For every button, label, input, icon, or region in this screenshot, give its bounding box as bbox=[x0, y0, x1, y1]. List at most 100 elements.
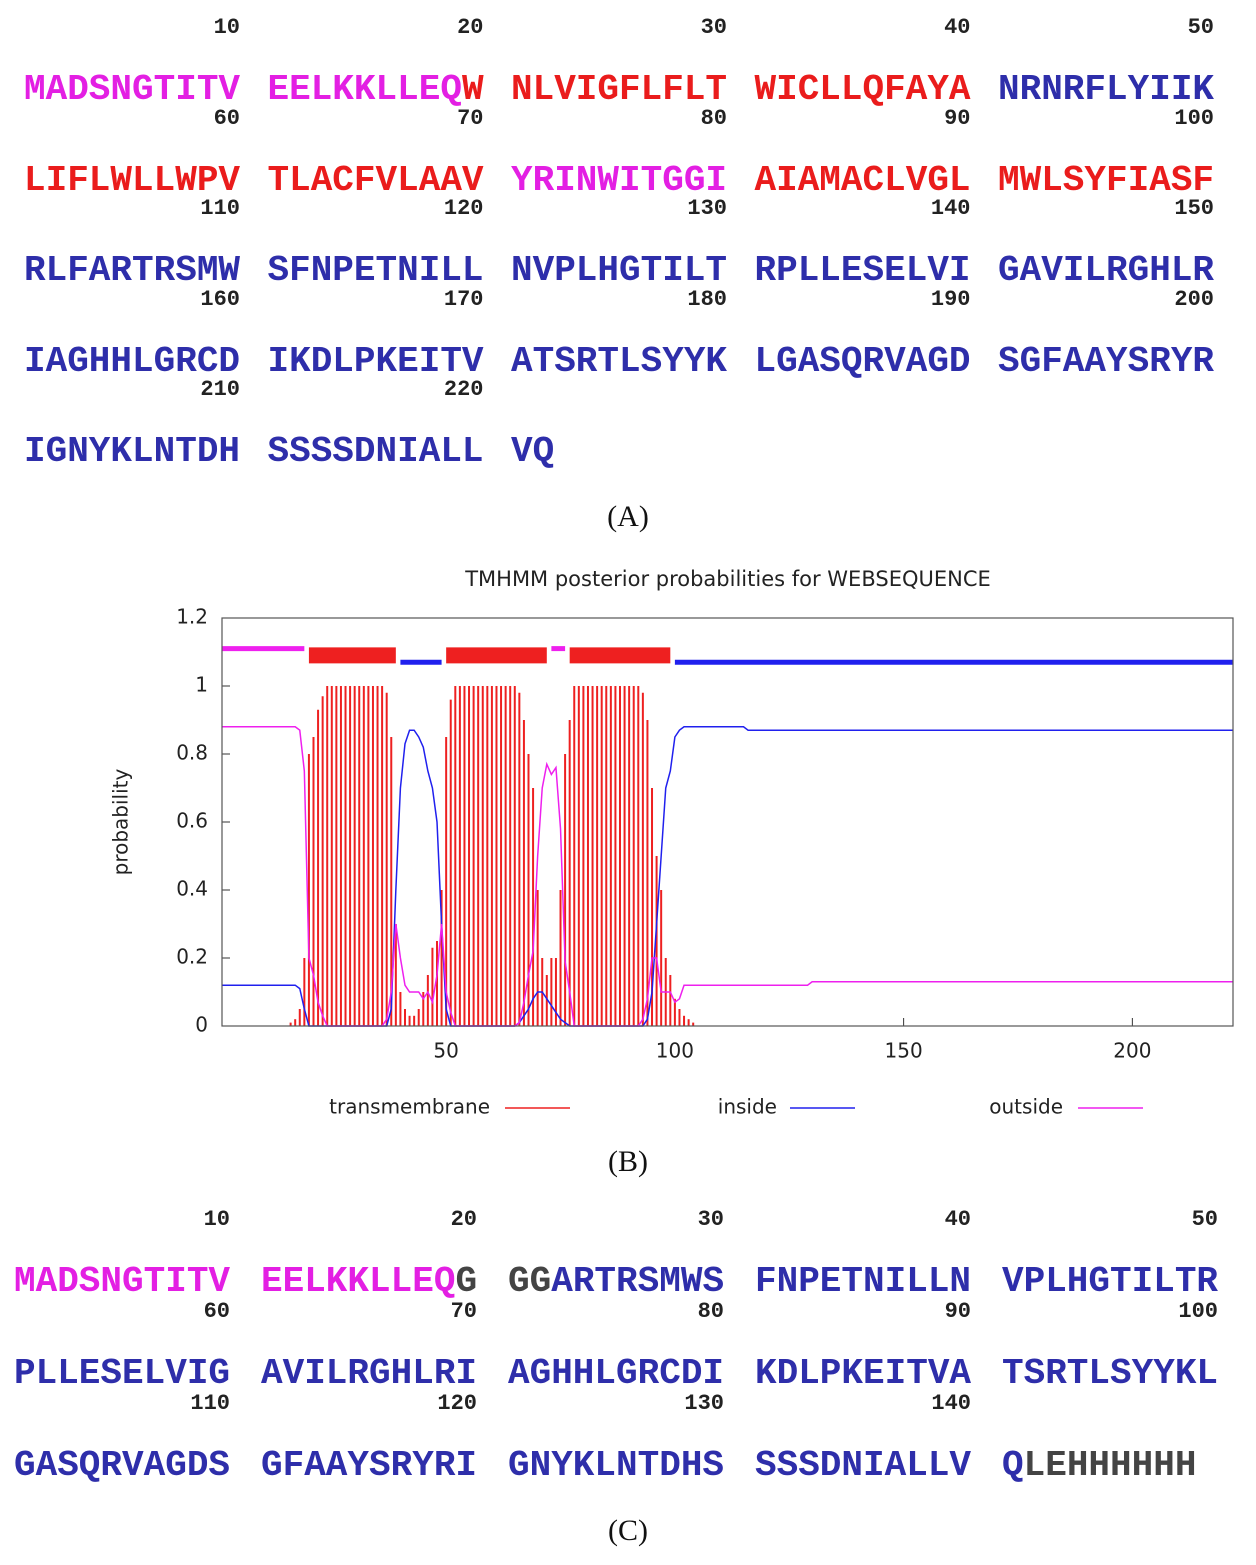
residues: IGNYKLNTDH bbox=[24, 431, 241, 472]
sequence-text: NRNRFLYIIK bbox=[998, 70, 1214, 110]
sequence-text: YRINWITGGI bbox=[511, 159, 728, 201]
sequence-block: 30 NLVIGFLFLT bbox=[511, 13, 727, 110]
sequence-block: 100 TSRTLSYYKL bbox=[1002, 1297, 1218, 1394]
sequence-block: 120 SFNPETNILL bbox=[268, 194, 484, 291]
position-number: 10 bbox=[203, 1207, 230, 1232]
sequence-block: 180 ATSRTLSYYK bbox=[511, 285, 727, 382]
sequence-text: EELKKLLEQW bbox=[268, 70, 484, 110]
position-number: 70 bbox=[457, 105, 484, 131]
sequence-text: LIFLWLLWPV bbox=[24, 160, 240, 201]
position-number bbox=[1002, 1389, 1218, 1419]
residues: GFAAYSRYRI bbox=[261, 1445, 478, 1486]
sequence-block: 10 MADSNGTITV bbox=[24, 13, 240, 110]
sequence-text: MWLSYFIASF bbox=[998, 159, 1215, 201]
position-number: 160 bbox=[200, 286, 240, 312]
sequence-block: 140 SSSDNIALLV bbox=[755, 1389, 971, 1486]
y-tick-label: 0.4 bbox=[176, 877, 208, 901]
position-number: 80 bbox=[700, 105, 727, 131]
residues: NVPLHGTILT bbox=[511, 250, 728, 291]
residues: SSSSDNIALL bbox=[267, 431, 484, 472]
x-tick-label: 150 bbox=[885, 1039, 923, 1063]
position-number: 60 bbox=[203, 1299, 230, 1324]
sequence-text: TSRTLSYYKL bbox=[1002, 1354, 1218, 1394]
sequence-text: IGNYKLNTDH bbox=[24, 432, 240, 472]
sequence-text: GASQRVAGDS bbox=[14, 1446, 230, 1486]
sequence-block: 50 NRNRFLYIIK bbox=[998, 13, 1214, 110]
residues: MWLSYFIASF bbox=[998, 159, 1215, 201]
x-tick-label: 200 bbox=[1113, 1039, 1151, 1063]
sequence-block: 20 EELKKLLEQW bbox=[268, 13, 484, 110]
sequence-text: LGASQRVAGD bbox=[755, 341, 971, 382]
series-line bbox=[222, 726, 1233, 1027]
residues: IKDLPKEITV bbox=[267, 340, 484, 382]
residues: EELKKLLEQ bbox=[267, 69, 462, 110]
panel-label: (C) bbox=[608, 1514, 648, 1547]
sequence-text: NVPLHGTILT bbox=[511, 251, 727, 291]
residues: EELKKLLEQ bbox=[261, 1261, 456, 1302]
residues: YRINWITGGI bbox=[511, 159, 728, 201]
sequence-block: 200 SGFAAYSRYR bbox=[998, 285, 1214, 382]
position-number: 110 bbox=[190, 1391, 230, 1416]
position-number: 40 bbox=[944, 1207, 971, 1232]
residues: VQ bbox=[511, 431, 555, 472]
plot-frame bbox=[221, 617, 1234, 1027]
sequence-text: EELKKLLEQG bbox=[261, 1262, 477, 1302]
sequence-text: KDLPKEITVA bbox=[755, 1354, 971, 1394]
sequence-text: AGHHLGRCDI bbox=[508, 1354, 724, 1394]
sequence-text: SSSDNIALLV bbox=[755, 1446, 971, 1486]
position-number: 10 bbox=[213, 15, 240, 40]
residues: AGHHLGRCDI bbox=[508, 1353, 725, 1394]
position-number: 50 bbox=[1191, 1207, 1218, 1232]
sequence-block: 80 YRINWITGGI bbox=[511, 104, 727, 201]
position-number: 140 bbox=[930, 196, 971, 221]
sequence-text: SFNPETNILL bbox=[268, 251, 484, 291]
residues: NRNRFLYIIK bbox=[998, 69, 1215, 110]
sequence-block: 130 NVPLHGTILT bbox=[511, 194, 727, 291]
sequence-text: WICLLQFAYA bbox=[755, 70, 971, 110]
position-number: 210 bbox=[200, 377, 240, 402]
sequence-text: NLVIGFLFLT bbox=[511, 70, 727, 110]
residues: GG bbox=[508, 1261, 552, 1302]
sequence-text: RPLLESELVI bbox=[755, 251, 971, 291]
residues: W bbox=[461, 69, 484, 110]
sequence-text: SSSSDNIALL bbox=[268, 432, 484, 472]
position-number: 130 bbox=[684, 1391, 724, 1416]
legend-label: inside bbox=[718, 1095, 777, 1119]
residues: ATSRTLSYYK bbox=[511, 340, 728, 382]
sequence-text: GAVILRGHLR bbox=[998, 251, 1214, 291]
residues: MADSNGTITV bbox=[14, 1261, 231, 1302]
residues: LEHHHHHH bbox=[1023, 1445, 1197, 1486]
x-tick-label: 100 bbox=[656, 1039, 694, 1063]
y-tick-label: 0.2 bbox=[176, 945, 208, 969]
sequence-block: 40 FNPETNILLN bbox=[755, 1205, 971, 1302]
residues: Q bbox=[1002, 1445, 1024, 1486]
sequence-text: PLLESELVIG bbox=[14, 1354, 230, 1394]
sequence-block: 150 GAVILRGHLR bbox=[998, 194, 1214, 291]
sequence-block: 160 IAGHHLGRCD bbox=[24, 285, 240, 382]
sequence-text: MADSNGTITV bbox=[24, 70, 240, 110]
residues: GAVILRGHLR bbox=[998, 250, 1215, 291]
position-number: 90 bbox=[944, 1299, 971, 1324]
sequence-text: SGFAAYSRYR bbox=[998, 341, 1214, 382]
residues: SFNPETNILL bbox=[267, 250, 484, 291]
sequence-block: 130 GNYKLNTDHS bbox=[508, 1389, 724, 1486]
sequence-block: 120 GFAAYSRYRI bbox=[261, 1389, 477, 1486]
residues: G bbox=[455, 1261, 478, 1302]
residues: VPLHGTILTR bbox=[1002, 1261, 1219, 1302]
residues: AIAMACLVGL bbox=[754, 159, 971, 201]
position-number: 120 bbox=[437, 1391, 477, 1416]
sequence-text: TLACFVLAAV bbox=[268, 160, 484, 201]
residues: GASQRVAGDS bbox=[14, 1445, 231, 1486]
sequence-block: 40 WICLLQFAYA bbox=[755, 13, 971, 110]
position-number: 20 bbox=[457, 15, 484, 40]
legend-label: transmembrane bbox=[329, 1095, 490, 1119]
sequence-block: 30 GGARTRSMWS bbox=[508, 1205, 724, 1302]
y-tick-label: 1.2 bbox=[176, 605, 208, 629]
residues: AVILRGHLRI bbox=[261, 1353, 478, 1394]
sequence-text: MADSNGTITV bbox=[14, 1262, 230, 1302]
sequence-block: 20 EELKKLLEQG bbox=[261, 1205, 477, 1302]
residues: SSSDNIALLV bbox=[755, 1445, 972, 1486]
sequence-text: VQ bbox=[511, 432, 727, 472]
